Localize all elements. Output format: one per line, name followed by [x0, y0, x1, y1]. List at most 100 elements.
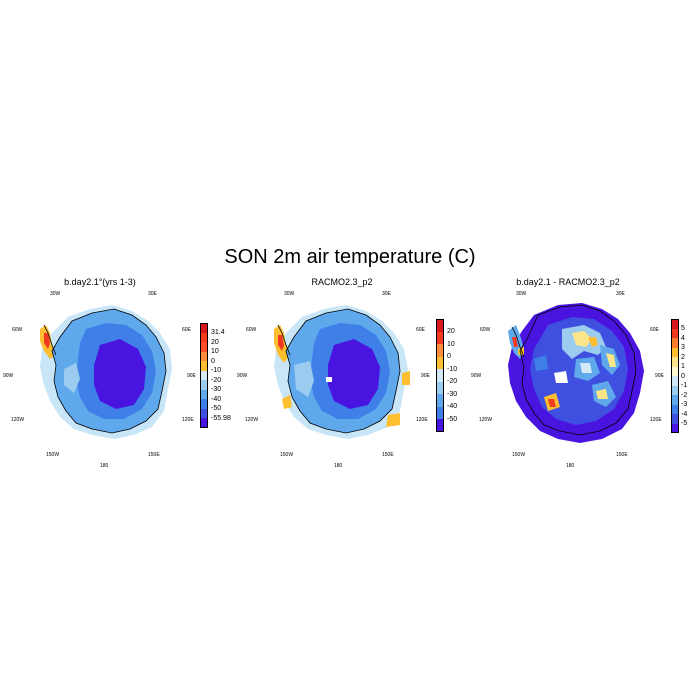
antarctica-map-racmo	[274, 305, 410, 439]
antarctica-map-model	[40, 305, 172, 439]
colorbar-tick-label: 5	[681, 325, 685, 332]
colorbar-tick-label: -5	[681, 420, 688, 427]
colorbar-tick-label: -10	[211, 367, 222, 374]
colorbar-tick-label: 0	[211, 357, 215, 365]
colorbar-swatch	[671, 376, 679, 386]
colorbar-swatch	[671, 404, 679, 414]
panel-title: b.day2.1°(yrs 1-3)	[64, 277, 136, 287]
colorbar-swatch	[671, 414, 679, 424]
lon-label-150e: 150E	[148, 452, 160, 458]
colorbar-swatch	[200, 389, 208, 399]
colorbar-swatch	[671, 347, 679, 357]
colorbar-tick-label: -2	[681, 391, 688, 399]
colorbar-swatch	[671, 423, 679, 433]
panel-model: b.day2.1°(yrs 1-3) 30W 30E 60W 60E 90W 9…	[3, 277, 231, 472]
colorbar-tick-label: 3	[681, 344, 685, 351]
colorbar-swatch	[200, 399, 208, 409]
colorbar-tick-label: 31.4	[211, 329, 225, 336]
colorbar-tick-label: -40	[211, 395, 222, 403]
colorbar-tick-label: -20	[211, 376, 222, 384]
lon-label-150e: 150E	[616, 452, 628, 458]
colorbar-swatch	[200, 351, 208, 361]
colorbar-tick-label: 1	[681, 363, 685, 370]
lon-label-120w: 120W	[479, 417, 493, 423]
colorbar-swatch	[200, 418, 208, 428]
colorbar-swatch	[436, 356, 444, 369]
lon-label-180: 180	[566, 463, 575, 469]
lon-label-120e: 120E	[416, 417, 428, 423]
lon-label-90e: 90E	[421, 373, 430, 379]
colorbar-tick-label: -3	[681, 401, 688, 408]
colorbar-tick-label: -50	[211, 405, 222, 412]
lon-label-150w: 150W	[46, 452, 60, 458]
lon-label-60w: 60W	[480, 327, 491, 333]
colorbar-swatch	[436, 381, 444, 394]
lon-label-90e: 90E	[187, 373, 196, 379]
colorbar-tick-label: -4	[681, 410, 688, 418]
lon-label-30w: 30W	[50, 291, 61, 297]
lon-label-150w: 150W	[280, 452, 294, 458]
colorbar-swatch	[436, 369, 444, 382]
colorbar-swatch	[436, 406, 444, 419]
lon-label-30w: 30W	[284, 291, 295, 297]
colorbar-tick-label: -30	[447, 390, 458, 398]
colorbar-swatch	[436, 344, 444, 357]
colorbar-difference	[671, 319, 679, 433]
colorbar-swatch	[436, 419, 444, 432]
colorbar-tick-label: -1	[681, 382, 688, 389]
antarctica-map-difference	[508, 303, 644, 443]
lon-label-30e: 30E	[382, 291, 391, 297]
lon-label-120w: 120W	[245, 417, 259, 423]
lon-label-120w: 120W	[11, 417, 25, 423]
lon-label-180: 180	[100, 463, 109, 469]
lon-label-90w: 90W	[237, 373, 248, 379]
colorbar-racmo	[436, 319, 444, 432]
colorbar-swatch	[436, 319, 444, 332]
colorbar-swatch	[671, 366, 679, 376]
lon-label-30e: 30E	[616, 291, 625, 297]
panel-title: b.day2.1 - RACMO2.3_p2	[516, 277, 620, 287]
panel-racmo: RACMO2.3_p2 30W 30E 60W 60E 90W 90E 120W…	[237, 277, 458, 472]
colorbar-tick-label: 0	[447, 353, 451, 360]
colorbar-tick-label: 10	[211, 348, 219, 355]
lon-label-180: 180	[334, 463, 343, 469]
colorbar-tick-label: -50	[447, 415, 458, 423]
lon-label-120e: 120E	[650, 417, 662, 423]
lon-label-60w: 60W	[246, 327, 257, 333]
lon-label-30w: 30W	[516, 291, 527, 297]
colorbar-tick-label: 0	[681, 372, 685, 380]
lon-label-30e: 30E	[148, 291, 157, 297]
colorbar-swatch	[200, 361, 208, 371]
colorbar-model	[200, 323, 208, 428]
lon-label-90w: 90W	[3, 373, 14, 379]
colorbar-swatch	[671, 338, 679, 348]
colorbar-tick-label: 20	[447, 328, 455, 335]
lon-label-60w: 60W	[12, 327, 23, 333]
colorbar-swatch	[200, 380, 208, 390]
colorbar-swatch	[671, 385, 679, 395]
figure-title: SON 2m air temperature (C)	[224, 246, 476, 268]
colorbar-swatch	[200, 408, 208, 418]
colorbar-swatch	[436, 331, 444, 344]
colorbar-tick-label: -40	[447, 403, 458, 410]
colorbar-swatch	[671, 319, 679, 329]
colorbar-swatch	[436, 394, 444, 407]
panel-difference: b.day2.1 - RACMO2.3_p2 30W 30E 60W 60E 9…	[471, 277, 688, 472]
lon-label-150w: 150W	[512, 452, 526, 458]
colorbar-tick-label: 20	[211, 338, 219, 346]
colorbar-swatch	[671, 328, 679, 338]
lon-label-60e: 60E	[650, 327, 659, 333]
colorbar-tick-label: 4	[681, 334, 685, 342]
colorbar-tick-label: -55.98	[211, 414, 231, 422]
lon-label-60e: 60E	[182, 327, 191, 333]
colorbar-tick-label: 10	[447, 340, 455, 348]
lon-label-90e: 90E	[655, 373, 664, 379]
colorbar-swatch	[200, 370, 208, 380]
lon-label-60e: 60E	[416, 327, 425, 333]
lon-label-150e: 150E	[382, 452, 394, 458]
colorbar-swatch	[671, 395, 679, 405]
colorbar-tick-label: -20	[447, 378, 458, 385]
colorbar-swatch	[200, 332, 208, 342]
lon-label-90w: 90W	[471, 373, 482, 379]
colorbar-swatch	[200, 342, 208, 352]
